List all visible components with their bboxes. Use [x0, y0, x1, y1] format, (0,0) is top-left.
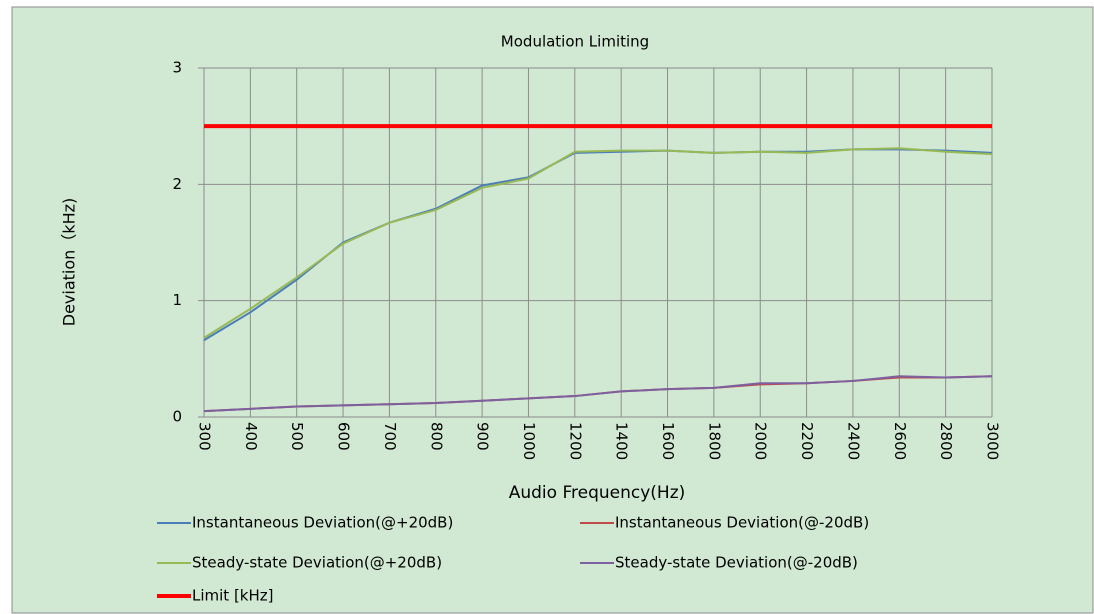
y-axis-title: Deviation（kHz) [60, 198, 79, 326]
legend-label: Instantaneous Deviation(@+20dB) [192, 514, 453, 532]
x-tick-label: 300 [196, 422, 214, 451]
legend-label: Limit [kHz] [192, 587, 274, 605]
x-tick-label: 2400 [844, 422, 862, 460]
x-tick-label: 1600 [659, 422, 677, 460]
x-tick-label: 1000 [520, 422, 538, 460]
legend-label: Steady-state Deviation(@-20dB) [615, 554, 858, 572]
x-tick-label: 3000 [984, 422, 1002, 460]
x-tick-label: 800 [427, 422, 445, 451]
series-line [203, 375, 993, 413]
x-tick-label: 1400 [613, 422, 631, 460]
y-tick-label: 1 [172, 291, 182, 309]
x-tick-label: 2000 [752, 422, 770, 460]
x-tick-label: 1800 [705, 422, 723, 460]
x-tick-label: 2800 [937, 422, 955, 460]
x-tick-label: 2600 [891, 422, 909, 460]
y-tick-label: 2 [172, 175, 182, 193]
x-tick-label: 700 [381, 422, 399, 451]
chart-background [11, 6, 1094, 614]
x-axis-title: Audio Frequency(Hz) [509, 483, 686, 503]
chart-title: Modulation Limiting [501, 33, 649, 51]
series-line [203, 147, 993, 339]
x-tick-label: 2200 [798, 422, 816, 460]
x-tick-label: 500 [288, 422, 306, 451]
x-tick-label: 400 [242, 422, 260, 451]
legend-label: Steady-state Deviation(@+20dB) [192, 554, 442, 572]
y-tick-label: 3 [172, 59, 182, 77]
x-tick-label: 600 [335, 422, 353, 451]
y-tick-label: 0 [172, 408, 182, 426]
x-tick-label: 900 [474, 422, 492, 451]
x-tick-label: 1200 [566, 422, 584, 460]
legend-label: Instantaneous Deviation(@-20dB) [615, 514, 869, 532]
